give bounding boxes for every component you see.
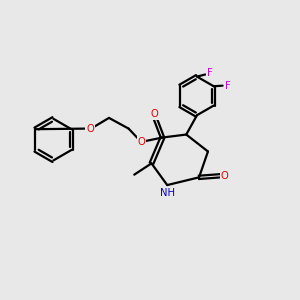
Text: NH: NH <box>160 188 175 198</box>
Text: O: O <box>151 109 159 119</box>
Text: F: F <box>207 68 213 78</box>
Text: O: O <box>138 137 146 147</box>
Text: O: O <box>221 171 229 181</box>
Text: F: F <box>225 81 230 91</box>
Text: O: O <box>86 124 94 134</box>
